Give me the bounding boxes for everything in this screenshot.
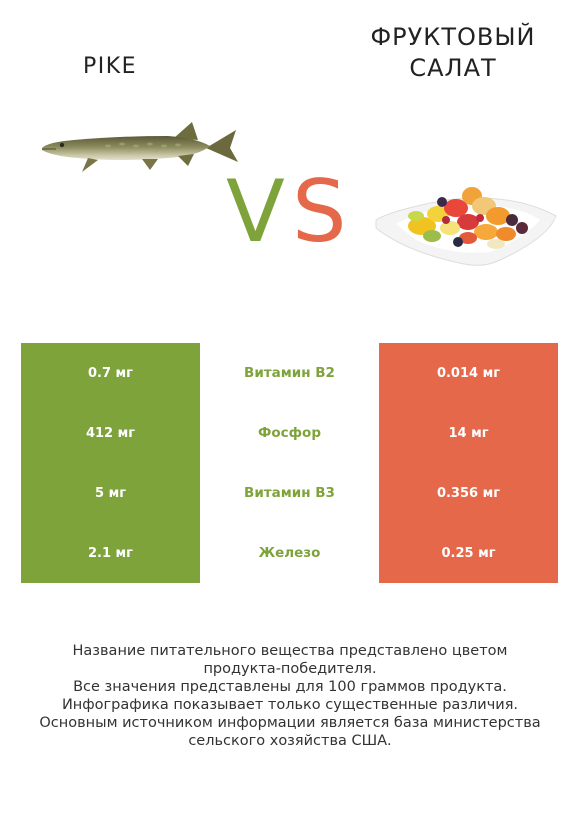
- footnote-line: Инфографика показывает только существенн…: [61, 697, 519, 713]
- pike-fish-icon: [42, 122, 238, 172]
- nutrient-name: Фосфор: [200, 403, 379, 463]
- left-product-title: PIKE: [82, 54, 138, 79]
- table-row: 0.7 мг Витамин B2 0.014 мг: [21, 343, 558, 403]
- table-row: 412 мг Фосфор 14 мг: [21, 403, 558, 463]
- footnote-line: Все значения представлены для 100 граммо…: [73, 679, 507, 695]
- footnote-line: Название питательного вещества представл…: [72, 643, 508, 659]
- right-value: 14 мг: [379, 403, 558, 463]
- right-value: 0.356 мг: [379, 463, 558, 523]
- footnote: Название питательного вещества представл…: [20, 642, 560, 750]
- versus-v: V: [226, 162, 285, 262]
- left-value: 0.7 мг: [21, 343, 200, 403]
- comparison-table: 0.7 мг Витамин B2 0.014 мг 412 мг Фосфор…: [21, 343, 558, 583]
- table-row: 2.1 мг Железо 0.25 мг: [21, 523, 558, 583]
- nutrient-name: Железо: [200, 523, 379, 583]
- right-value: 0.25 мг: [379, 523, 558, 583]
- left-value: 412 мг: [21, 403, 200, 463]
- versus-s: S: [292, 162, 347, 262]
- left-value: 2.1 мг: [21, 523, 200, 583]
- footnote-line: Основным источником информации является …: [39, 715, 541, 731]
- fruit-salad-icon: [375, 187, 557, 266]
- footnote-line: продукта-победителя.: [203, 661, 377, 677]
- left-value: 5 мг: [21, 463, 200, 523]
- versus-label: V S: [226, 162, 350, 262]
- right-product-title: ФРУКТОВЫЙ САЛАТ: [370, 23, 536, 82]
- right-value: 0.014 мг: [379, 343, 558, 403]
- footnote-line: сельского хозяйства США.: [188, 733, 392, 749]
- nutrient-name: Витамин B3: [200, 463, 379, 523]
- nutrient-name: Витамин B2: [200, 343, 379, 403]
- table-row: 5 мг Витамин B3 0.356 мг: [21, 463, 558, 523]
